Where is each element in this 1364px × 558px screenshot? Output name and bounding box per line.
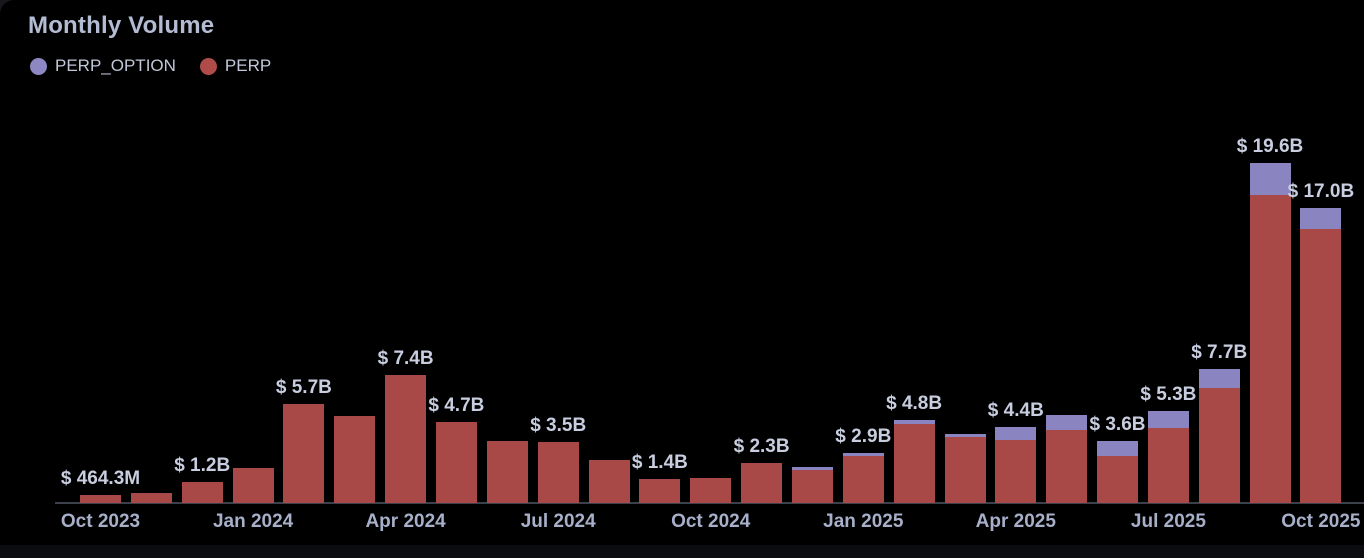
bar-segment-perp: [791, 469, 833, 503]
bar-segment-perp: [842, 456, 884, 503]
bar-segment-perp: [80, 494, 121, 503]
x-axis-tick-label: Oct 2024: [671, 511, 751, 532]
bar-oct-2025[interactable]: [1300, 208, 1342, 503]
bar-value-label: $ 5.7B: [275, 377, 332, 399]
bar-value-label: $ 5.3B: [1140, 384, 1197, 405]
x-axis-line: [55, 502, 1364, 504]
bar-segment-perp: [130, 492, 172, 503]
bar-feb-2025[interactable]: [893, 419, 935, 503]
bar-jan-2024[interactable]: [232, 468, 274, 503]
bar-mar-2024[interactable]: [334, 416, 376, 504]
bar-dec-2024[interactable]: [791, 467, 833, 503]
bar-may-2025[interactable]: [1046, 414, 1088, 503]
bar-aug-2024[interactable]: [588, 459, 630, 503]
bar-nov-2024[interactable]: [741, 463, 783, 503]
bar-value-label: $ 1.4B: [631, 451, 688, 473]
bar-segment-perp: [232, 468, 274, 503]
bar-sep-2024[interactable]: [639, 478, 681, 503]
perp-option-swatch-icon: [30, 57, 47, 75]
bar-oct-2024[interactable]: [690, 477, 732, 503]
bar-dec-2023[interactable]: [181, 482, 223, 503]
legend-item-perp[interactable]: PERP: [199, 56, 272, 76]
bar-value-label: $ 4.4B: [987, 399, 1044, 421]
bar-segment-perp-option: [893, 419, 935, 424]
bar-segment-perp: [1249, 194, 1291, 503]
bar-jul-2024[interactable]: [537, 442, 579, 503]
bar-segment-perp: [334, 416, 376, 504]
bar-segment-perp: [588, 459, 630, 503]
bar-nov-2023[interactable]: [130, 492, 172, 503]
bar-segment-perp: [1300, 228, 1342, 503]
bar-segment-perp: [1046, 430, 1088, 503]
bar-value-label: $ 7.4B: [377, 347, 434, 369]
bar-segment-perp-option: [1147, 411, 1189, 429]
bar-segment-perp-option: [1249, 162, 1291, 195]
bar-segment-perp-option: [791, 467, 833, 470]
legend-item-perp-option[interactable]: PERP_OPTION: [30, 56, 176, 76]
bar-segment-perp-option: [944, 433, 986, 438]
bar-may-2024[interactable]: [435, 421, 477, 503]
bar-sep-2025[interactable]: [1249, 162, 1291, 503]
bar-segment-perp: [944, 437, 986, 503]
bar-segment-perp: [893, 423, 935, 503]
bar-value-label: $ 2.3B: [733, 436, 790, 458]
bar-segment-perp-option: [1046, 414, 1088, 431]
legend-label-perp-option: PERP_OPTION: [55, 56, 176, 75]
x-axis-tick-label: Jul 2024: [520, 511, 596, 532]
bar-value-label: $ 3.5B: [530, 415, 587, 437]
bar-segment-perp-option: [842, 452, 884, 457]
bar-jun-2024[interactable]: [486, 440, 528, 503]
x-axis-tick-label: Oct 2025: [1281, 511, 1361, 532]
bar-segment-perp: [1198, 388, 1240, 503]
bar-segment-perp-option: [1300, 208, 1342, 229]
legend-label-perp: PERP: [224, 56, 272, 75]
bar-segment-perp-option: [995, 426, 1037, 440]
bar-segment-perp: [741, 463, 783, 503]
bar-value-label: $ 3.6B: [1089, 413, 1146, 435]
bar-mar-2025[interactable]: [944, 433, 986, 503]
bar-feb-2024[interactable]: [283, 404, 325, 503]
bar-value-label: $ 4.7B: [428, 394, 485, 416]
bar-value-label: $ 464.3M: [60, 467, 141, 489]
bar-segment-perp: [537, 442, 579, 503]
bar-value-label: $ 2.9B: [835, 425, 892, 447]
bar-segment-perp-option: [1097, 440, 1138, 457]
bar-segment-perp: [995, 439, 1037, 503]
bar-segment-perp: [486, 440, 528, 503]
bar-segment-perp: [283, 404, 325, 503]
bar-segment-perp: [435, 421, 477, 503]
x-axis-tick-label: Jan 2024: [212, 511, 294, 532]
bar-segment-perp: [690, 477, 732, 503]
bar-apr-2025[interactable]: [995, 426, 1037, 503]
bar-segment-perp-option: [1198, 369, 1240, 389]
perp-swatch-icon: [199, 57, 217, 75]
bottom-strip: [0, 545, 1364, 558]
bar-segment-perp: [385, 374, 427, 503]
bar-jul-2025[interactable]: [1147, 411, 1189, 503]
bar-segment-perp: [1147, 428, 1189, 503]
bar-value-label: $ 17.0B: [1287, 181, 1355, 202]
x-axis-tick-label: Apr 2024: [365, 511, 446, 532]
x-axis-tick-label: Apr 2025: [975, 511, 1056, 532]
bar-oct-2023[interactable]: [80, 494, 121, 503]
bar-segment-perp: [181, 482, 223, 503]
bar-segment-perp: [639, 478, 681, 503]
bar-value-label: $ 1.2B: [174, 455, 231, 477]
bar-value-label: $ 7.7B: [1191, 342, 1248, 364]
x-axis-tick-label: Oct 2023: [60, 511, 141, 532]
chart-title: Monthly Volume: [28, 12, 215, 39]
x-axis-tick-label: Jan 2025: [823, 511, 904, 532]
legend: PERP_OPTION PERP: [30, 56, 271, 76]
bar-jun-2025[interactable]: [1097, 440, 1138, 503]
x-axis-tick-label: Jul 2025: [1130, 511, 1206, 532]
bar-value-label: $ 4.8B: [886, 392, 943, 414]
bar-aug-2025[interactable]: [1198, 369, 1240, 503]
bar-segment-perp: [1097, 456, 1138, 503]
bar-jan-2025[interactable]: [842, 452, 884, 503]
bar-apr-2024[interactable]: [385, 374, 427, 503]
bar-value-label: $ 19.6B: [1236, 135, 1304, 157]
